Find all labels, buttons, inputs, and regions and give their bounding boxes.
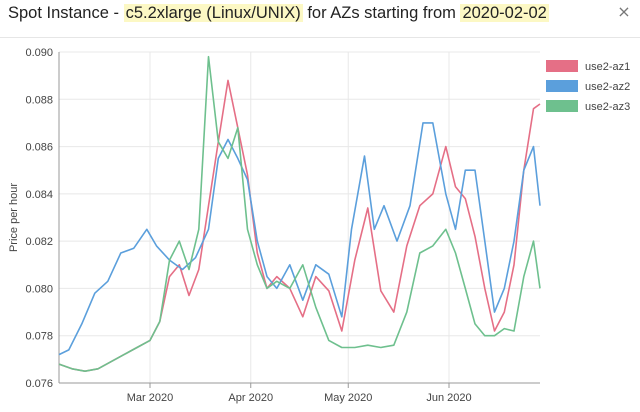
legend-label: use2-az1 (585, 61, 630, 73)
legend-swatch (546, 80, 578, 92)
title-middle: for AZs starting from (302, 4, 461, 22)
y-tick-label: 0.088 (25, 94, 53, 106)
chart-grid (59, 51, 540, 384)
x-tick-label: Apr 2020 (228, 392, 273, 404)
series-line-use2-az2 (58, 122, 541, 356)
series-lines (58, 55, 541, 372)
x-tick-label: Mar 2020 (127, 392, 173, 404)
legend-label: use2-az3 (585, 101, 630, 113)
title-prefix: Spot Instance - (8, 4, 124, 22)
y-tick-label: 0.090 (25, 47, 53, 59)
y-tick-label: 0.086 (25, 142, 53, 154)
y-axis: 0.090 0.088 0.086 0.084 0.082 0.080 0.078 0.076… (8, 47, 60, 390)
y-tick-label: 0.080 (25, 283, 53, 295)
start-date: 2020-02-02 (460, 4, 549, 22)
legend-swatch (546, 60, 578, 72)
close-icon[interactable]: × (617, 2, 631, 21)
series-line-use2-az1 (58, 79, 541, 372)
x-axis: Mar 2020 Apr 2020 May 2020 Jun 2020 (59, 382, 540, 404)
dialog-header: Spot Instance - c5.2xlarge (Linux/UNIX) … (0, 0, 640, 38)
instance-type: c5.2xlarge (Linux/UNIX) (123, 4, 303, 22)
chart-title: Spot Instance - c5.2xlarge (Linux/UNIX) … (8, 4, 549, 23)
y-tick-label: 0.076 (25, 378, 53, 390)
y-tick-label: 0.082 (25, 236, 53, 248)
y-tick-label: 0.078 (25, 331, 53, 343)
x-tick-label: Jun 2020 (426, 392, 471, 404)
y-tick-label: 0.084 (25, 189, 53, 201)
legend-swatch (546, 100, 578, 112)
legend-label: use2-az2 (585, 81, 630, 93)
series-line-use2-az3 (58, 55, 541, 372)
x-tick-label: May 2020 (324, 392, 372, 404)
price-chart: 0.090 0.088 0.086 0.084 0.082 0.080 0.078 0.076… (8, 47, 630, 404)
header-divider (0, 37, 640, 38)
legend: use2-az1 use2-az2 use2-az3 (546, 60, 630, 113)
y-axis-label: Price per hour (8, 183, 20, 252)
